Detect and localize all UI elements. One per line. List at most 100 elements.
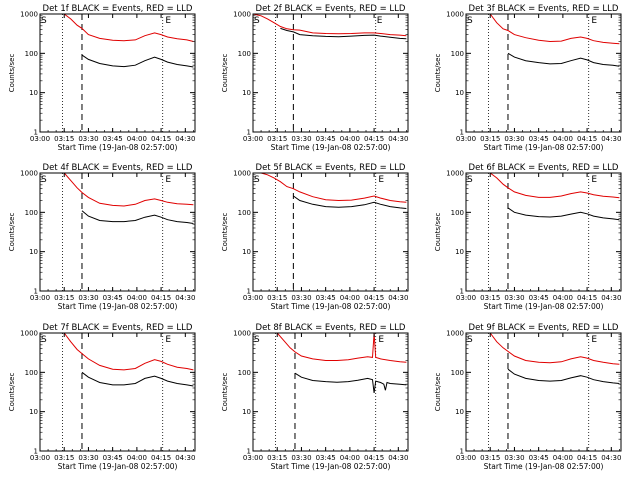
y-tick-label: 10 xyxy=(29,408,38,416)
y-axis-title: Counts/sec xyxy=(434,213,442,252)
events-series-line xyxy=(81,210,194,224)
plot-frame xyxy=(252,172,409,292)
y-axis-title: Counts/sec xyxy=(8,373,16,412)
x-tick-label: 04:15 xyxy=(364,294,384,302)
x-tick-label: 04:15 xyxy=(364,454,384,462)
lld-series-line xyxy=(276,332,407,363)
y-tick-label: 100 xyxy=(451,209,464,217)
panel-title: Det 6f BLACK = Events, RED = LLD xyxy=(469,163,619,173)
x-tick-label: 03:00 xyxy=(243,294,263,302)
x-tick-label: 04:30 xyxy=(175,454,195,462)
plot-frame xyxy=(465,332,622,452)
x-axis-title: Start Time (19-Jan-08 02:57:00) xyxy=(271,302,391,311)
x-tick-label: 04:15 xyxy=(577,135,597,143)
start-marker: S xyxy=(254,16,260,26)
y-tick-label: 100 xyxy=(451,50,464,58)
x-tick-label: 03:15 xyxy=(480,294,500,302)
y-tick-label: 1000 xyxy=(233,11,251,19)
y-tick-label: 1 xyxy=(460,288,464,296)
panel-8: Det 8f BLACK = Events, RED = LLD S E 03:00 0… xyxy=(221,323,409,471)
y-tick-label: 1000 xyxy=(446,330,464,338)
plot-frame xyxy=(39,332,196,452)
x-tick-label: 03:00 xyxy=(243,135,263,143)
x-axis-title: Start Time (19-Jan-08 02:57:00) xyxy=(271,462,391,471)
x-tick-label: 03:00 xyxy=(456,135,476,143)
y-axis-title: Counts/sec xyxy=(8,213,16,252)
x-tick-label: 04:30 xyxy=(601,135,621,143)
panel-6: Det 6f BLACK = Events, RED = LLD S E 03:00 0… xyxy=(434,163,622,311)
start-marker: S xyxy=(467,175,473,185)
x-tick-label: 03:15 xyxy=(54,454,74,462)
end-marker: E xyxy=(165,16,171,26)
panel-title: Det 9f BLACK = Events, RED = LLD xyxy=(469,323,619,333)
x-axis-title: Start Time (19-Jan-08 02:57:00) xyxy=(271,143,391,152)
y-tick-label: 1 xyxy=(247,129,251,137)
x-tick-label: 04:00 xyxy=(127,454,147,462)
start-marker: S xyxy=(41,175,47,185)
x-tick-label: 03:15 xyxy=(267,135,287,143)
y-tick-label: 1 xyxy=(460,129,464,137)
end-marker: E xyxy=(165,335,171,345)
events-series-line xyxy=(293,195,407,209)
y-tick-label: 100 xyxy=(25,209,38,217)
x-tick-label: 04:00 xyxy=(340,135,360,143)
plot-frame xyxy=(252,13,409,133)
x-tick-label: 03:00 xyxy=(456,294,476,302)
x-tick-label: 03:45 xyxy=(103,454,123,462)
x-tick-label: 04:15 xyxy=(151,454,171,462)
panel-title: Det 3f BLACK = Events, RED = LLD xyxy=(469,4,619,14)
panel-title: Det 4f BLACK = Events, RED = LLD xyxy=(43,163,193,173)
y-tick-label: 1000 xyxy=(20,11,38,19)
start-marker: S xyxy=(41,16,47,26)
x-tick-label: 03:30 xyxy=(291,454,311,462)
start-marker: S xyxy=(467,335,473,345)
end-marker: E xyxy=(378,335,384,345)
panel-7: Det 7f BLACK = Events, RED = LLD S E 03:00 0… xyxy=(8,323,196,471)
y-tick-label: 10 xyxy=(455,408,464,416)
x-tick-label: 03:30 xyxy=(291,135,311,143)
x-tick-label: 03:45 xyxy=(529,454,549,462)
x-tick-label: 04:30 xyxy=(388,454,408,462)
panel-title: Det 7f BLACK = Events, RED = LLD xyxy=(43,323,193,333)
x-tick-label: 03:30 xyxy=(504,294,524,302)
lld-series-line xyxy=(252,13,407,37)
x-tick-label: 04:00 xyxy=(127,294,147,302)
y-tick-label: 10 xyxy=(455,248,464,256)
x-tick-label: 04:15 xyxy=(151,135,171,143)
y-tick-label: 10 xyxy=(29,248,38,256)
start-marker: S xyxy=(467,16,473,26)
events-series-line xyxy=(507,368,620,384)
x-tick-label: 03:45 xyxy=(316,135,336,143)
x-tick-label: 04:15 xyxy=(151,294,171,302)
events-series-line xyxy=(280,27,407,40)
y-axis-title: Counts/sec xyxy=(434,373,442,412)
y-tick-label: 10 xyxy=(242,408,251,416)
panel-title: Det 8f BLACK = Events, RED = LLD xyxy=(256,323,406,333)
x-tick-label: 04:15 xyxy=(364,135,384,143)
x-tick-label: 04:00 xyxy=(127,135,147,143)
panel-9: Det 9f BLACK = Events, RED = LLD S E 03:00 0… xyxy=(434,323,622,471)
x-tick-label: 03:45 xyxy=(529,294,549,302)
x-axis-title: Start Time (19-Jan-08 02:57:00) xyxy=(484,302,604,311)
x-axis-title: Start Time (19-Jan-08 02:57:00) xyxy=(58,302,178,311)
y-tick-label: 100 xyxy=(25,50,38,58)
y-tick-label: 1 xyxy=(247,448,251,456)
end-marker: E xyxy=(378,175,384,185)
y-axis-title: Counts/sec xyxy=(221,54,229,93)
panel-title: Det 2f BLACK = Events, RED = LLD xyxy=(256,4,406,14)
lld-series-line xyxy=(489,13,620,45)
x-tick-label: 03:45 xyxy=(103,135,123,143)
lld-series-line xyxy=(489,172,620,199)
y-tick-label: 10 xyxy=(242,89,251,97)
events-series-line xyxy=(81,54,194,68)
x-tick-label: 03:15 xyxy=(267,294,287,302)
panel-title: Det 5f BLACK = Events, RED = LLD xyxy=(256,163,406,173)
y-tick-label: 1 xyxy=(247,288,251,296)
x-tick-label: 03:00 xyxy=(30,135,50,143)
events-series-line xyxy=(81,371,194,387)
y-tick-label: 10 xyxy=(29,89,38,97)
x-tick-label: 03:30 xyxy=(78,135,98,143)
y-tick-label: 1 xyxy=(34,448,38,456)
x-tick-label: 04:30 xyxy=(601,454,621,462)
